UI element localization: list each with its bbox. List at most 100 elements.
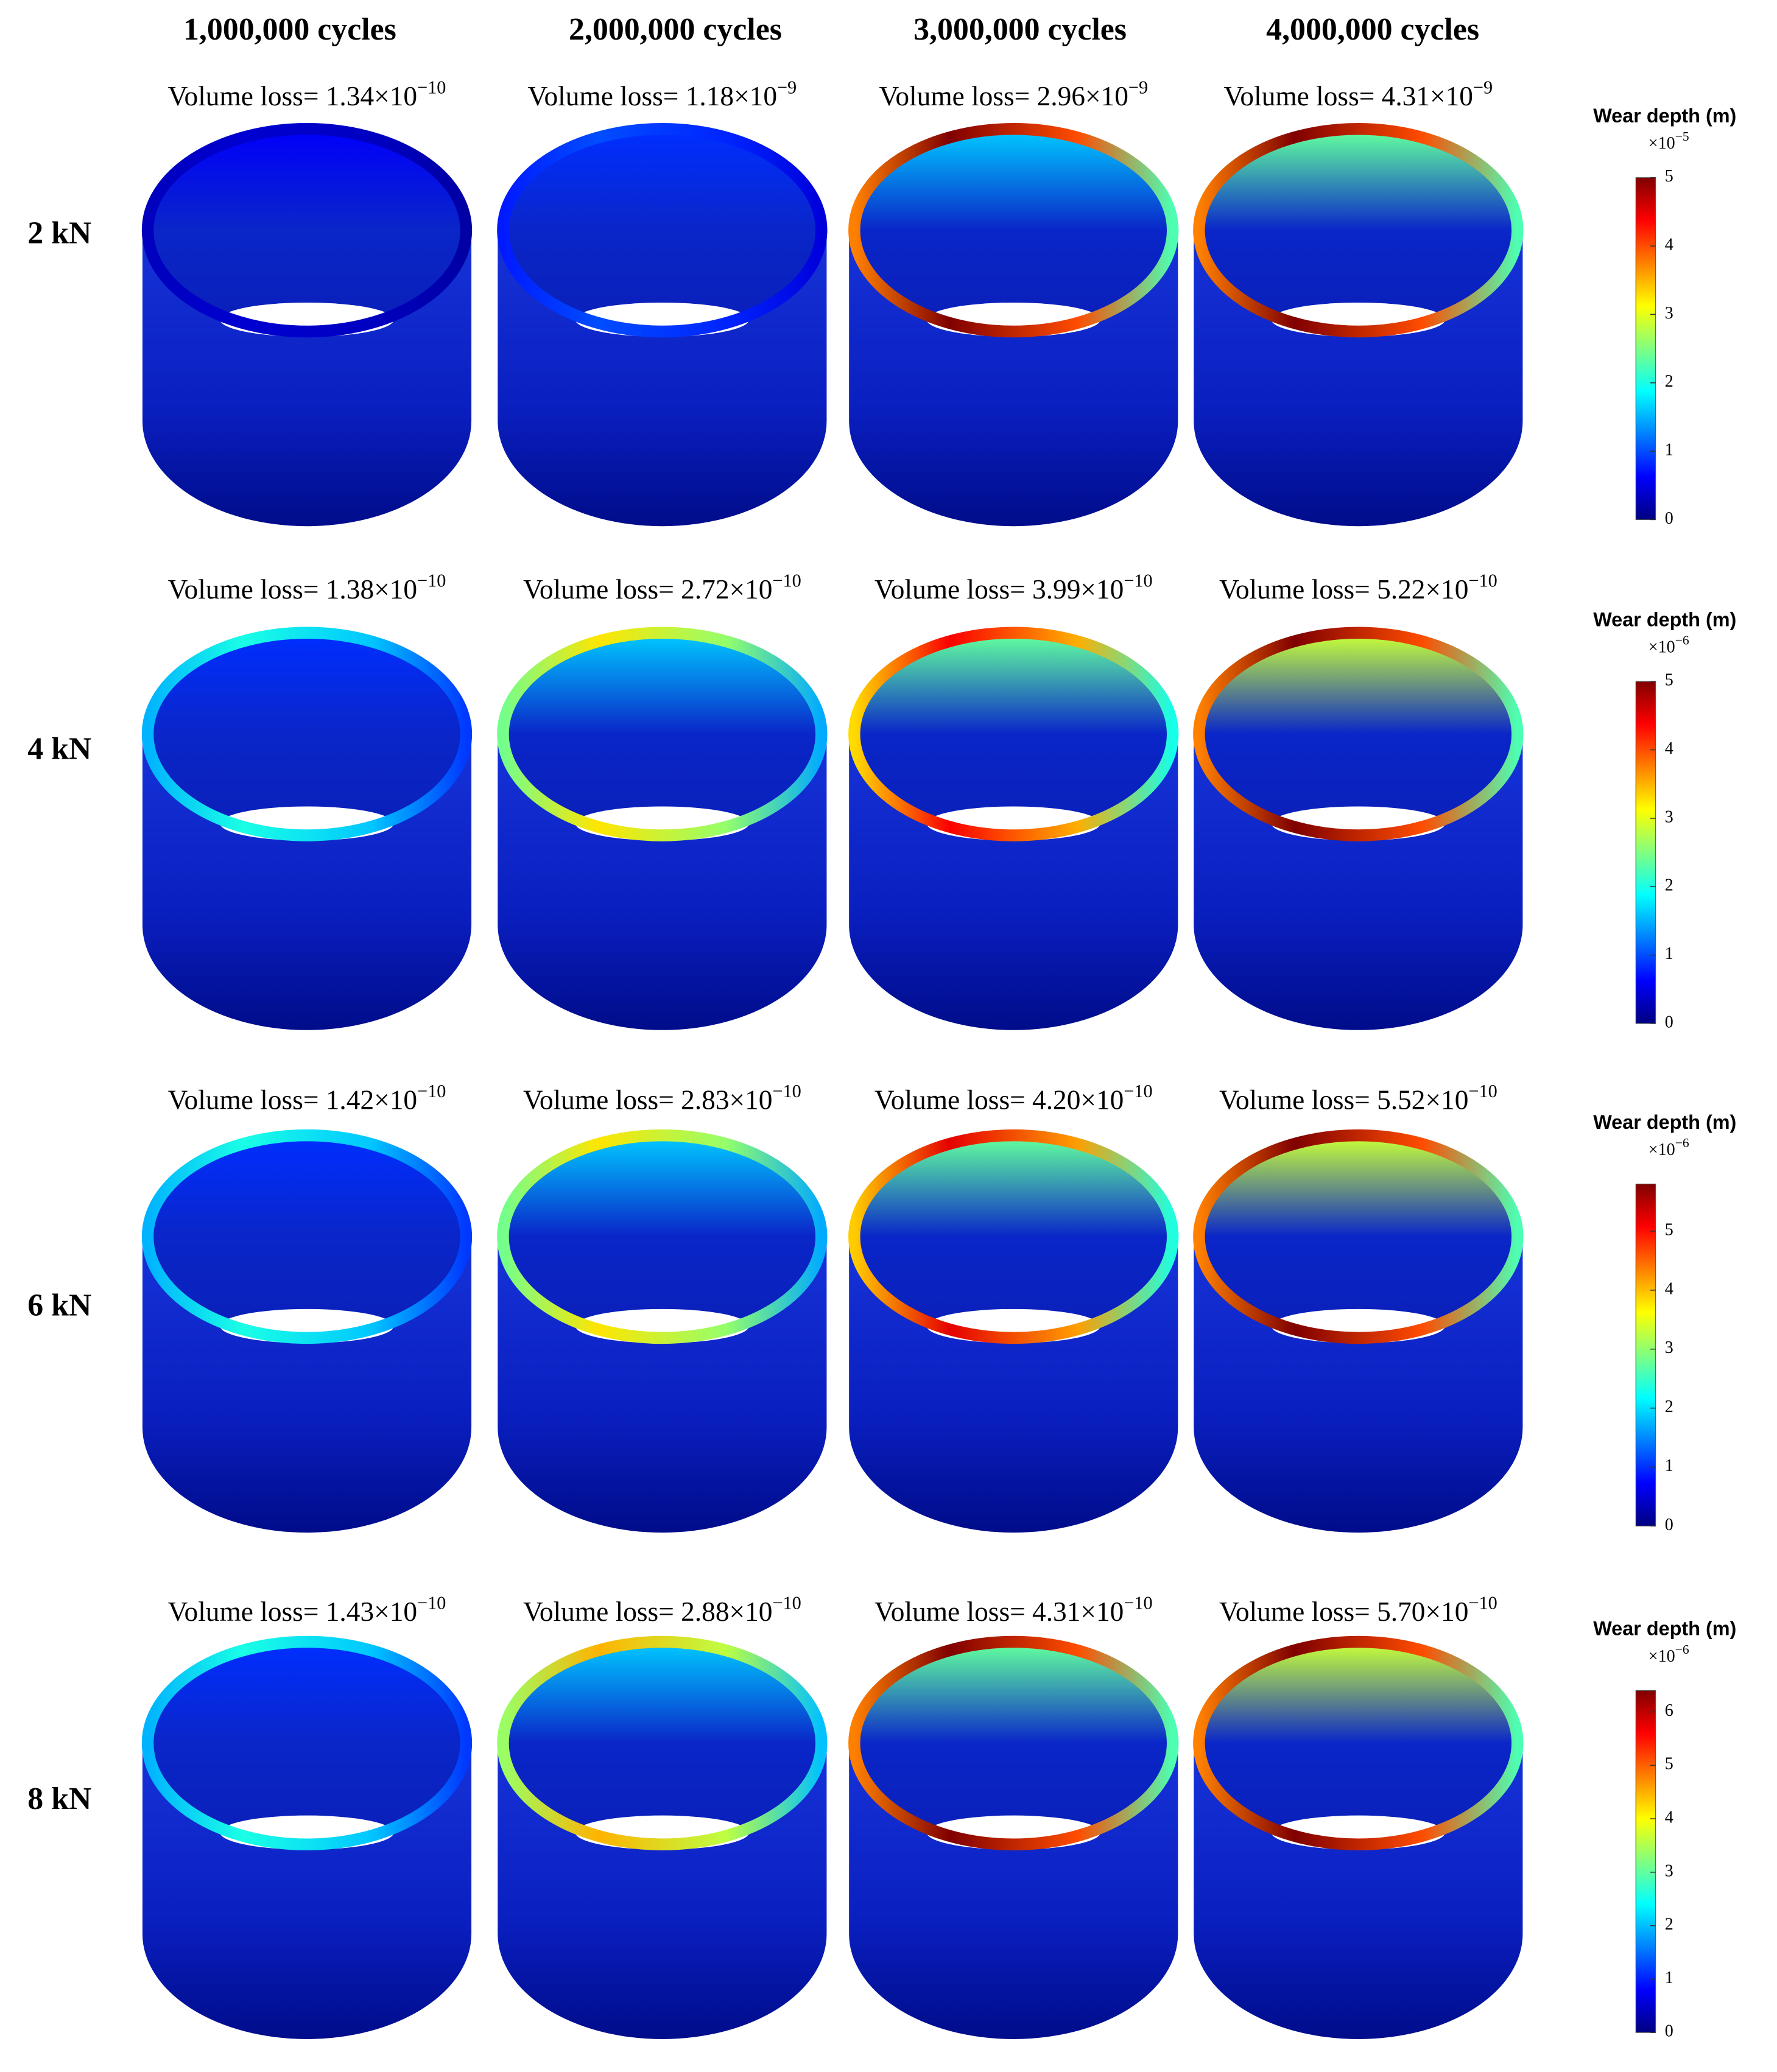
- volume-loss-label: Volume loss= 5.52×10−10: [1219, 1081, 1497, 1115]
- volume-loss-value: Volume loss= 2.96×10: [879, 81, 1128, 111]
- colorbar-tick-label: 0: [1665, 1013, 1673, 1031]
- volume-loss-value: Volume loss= 1.43×10: [168, 1596, 417, 1627]
- multiplier-exponent: −6: [1675, 1642, 1689, 1657]
- colorbar: [1635, 1690, 1656, 2033]
- volume-loss-exponent: −10: [1468, 1592, 1497, 1613]
- cylinder-interior: [505, 1137, 819, 1336]
- volume-loss-value: Volume loss= 1.38×10: [168, 574, 417, 605]
- volume-loss-value: Volume loss= 5.52×10: [1219, 1084, 1468, 1115]
- cylinder-rim: [141, 123, 473, 338]
- volume-loss-exponent: −9: [1473, 77, 1493, 97]
- colorbar-multiplier: ×10−5: [1649, 129, 1689, 153]
- multiplier-base: ×10: [1649, 134, 1675, 153]
- volume-loss-value: Volume loss= 4.20×10: [874, 1084, 1124, 1115]
- column-header: 2,000,000 cycles: [569, 12, 782, 47]
- volume-loss-value: Volume loss= 4.31×10: [1224, 81, 1473, 111]
- volume-loss-label: Volume loss= 4.20×10−10: [874, 1081, 1153, 1115]
- volume-loss-exponent: −10: [1124, 1592, 1152, 1613]
- colorbar-tick-label: 2: [1665, 876, 1673, 895]
- multiplier-exponent: −6: [1675, 633, 1689, 648]
- volume-loss-label: Volume loss= 2.96×10−9: [879, 77, 1148, 111]
- colorbar-title: Wear depth (m): [1593, 105, 1736, 127]
- volume-loss-exponent: −9: [1128, 77, 1148, 97]
- cylinder-interior: [1202, 1137, 1515, 1336]
- colorbar-multiplier: ×10−6: [1649, 1642, 1689, 1666]
- volume-loss-label: Volume loss= 1.34×10−10: [168, 77, 446, 111]
- cylinder-rim: [1193, 1635, 1524, 1850]
- cylinder-rim: [497, 627, 828, 841]
- colorbar-tick-label: 1: [1665, 441, 1673, 460]
- cylinder-interior: [1202, 635, 1515, 833]
- volume-loss-value: Volume loss= 2.72×10: [523, 574, 772, 605]
- colorbar-tick-label: 4: [1665, 235, 1673, 254]
- volume-loss-exponent: −10: [417, 1592, 446, 1613]
- cylinder-rim: [141, 1129, 473, 1344]
- volume-loss-label: Volume loss= 2.83×10−10: [523, 1081, 801, 1115]
- colorbar-tick-label: 0: [1665, 1515, 1673, 1534]
- colorbar: [1635, 681, 1656, 1024]
- volume-loss-label: Volume loss= 4.31×10−9: [1224, 77, 1493, 111]
- colorbar-tick-label: 5: [1665, 671, 1673, 690]
- column-header: 3,000,000 cycles: [913, 12, 1127, 47]
- volume-loss-label: Volume loss= 5.70×10−10: [1219, 1592, 1497, 1626]
- volume-loss-exponent: −10: [772, 1592, 801, 1613]
- cylinder-interior: [150, 1644, 464, 1842]
- cylinder-interior: [150, 635, 464, 833]
- cylinder-rim: [1193, 627, 1524, 841]
- colorbar-tick-label: 1: [1665, 944, 1673, 963]
- colorbar-multiplier: ×10−6: [1649, 633, 1689, 657]
- colorbar-tick-label: 0: [1665, 509, 1673, 528]
- cylinder-interior: [857, 132, 1170, 329]
- cylinder-rim: [1193, 1129, 1524, 1344]
- colorbar-tick-label: 1: [1665, 1456, 1673, 1475]
- cylinder-interior: [150, 132, 464, 329]
- colorbar-tick-label: 3: [1665, 1338, 1673, 1357]
- colorbar-title: Wear depth (m): [1593, 1618, 1736, 1640]
- colorbar-tick-label: 3: [1665, 807, 1673, 826]
- colorbar-tick-label: 4: [1665, 1808, 1673, 1827]
- cylinder-rim: [848, 123, 1179, 338]
- multiplier-base: ×10: [1649, 638, 1675, 657]
- colorbar-tick-label: 5: [1665, 1755, 1673, 1774]
- volume-loss-value: Volume loss= 1.34×10: [168, 81, 417, 111]
- volume-loss-value: Volume loss= 1.18×10: [528, 81, 777, 111]
- colorbar-title: Wear depth (m): [1593, 608, 1736, 630]
- colorbar-tick-label: 2: [1665, 372, 1673, 391]
- volume-loss-exponent: −9: [777, 77, 797, 97]
- volume-loss-exponent: −10: [1124, 571, 1152, 591]
- colorbar-tick-label: 5: [1665, 167, 1673, 186]
- volume-loss-exponent: −10: [772, 1081, 801, 1101]
- column-header: 1,000,000 cycles: [183, 12, 396, 47]
- cylinder-interior: [857, 635, 1170, 833]
- volume-loss-value: Volume loss= 1.42×10: [168, 1084, 417, 1115]
- cylinder-rim: [141, 1635, 473, 1850]
- cylinder-rim: [497, 1129, 828, 1344]
- volume-loss-label: Volume loss= 1.18×10−9: [528, 77, 797, 111]
- colorbar-tick-label: 3: [1665, 304, 1673, 323]
- colorbar-title: Wear depth (m): [1593, 1111, 1736, 1133]
- cylinder-interior: [1202, 1644, 1515, 1842]
- cylinder-rim: [497, 123, 828, 338]
- multiplier-exponent: −5: [1675, 129, 1689, 144]
- cylinder-rim: [141, 627, 473, 841]
- volume-loss-label: Volume loss= 1.43×10−10: [168, 1592, 446, 1626]
- cylinder-rim: [848, 1129, 1179, 1344]
- volume-loss-value: Volume loss= 5.22×10: [1219, 574, 1468, 605]
- volume-loss-value: Volume loss= 4.31×10: [874, 1596, 1124, 1627]
- cylinder-interior: [150, 1137, 464, 1336]
- colorbar-multiplier: ×10−6: [1649, 1136, 1689, 1159]
- cylinder-interior: [1202, 132, 1515, 329]
- cylinder-interior: [505, 132, 819, 329]
- row-label: 8 kN: [27, 1782, 91, 1816]
- cylinder-rim: [848, 1635, 1179, 1850]
- colorbar-tick-label: 4: [1665, 739, 1673, 758]
- volume-loss-exponent: −10: [417, 1081, 446, 1101]
- colorbar: [1635, 177, 1656, 520]
- volume-loss-label: Volume loss= 1.42×10−10: [168, 1081, 446, 1115]
- colorbar-tick-label: 3: [1665, 1861, 1673, 1880]
- row-label: 4 kN: [27, 732, 91, 767]
- cylinder-interior: [505, 635, 819, 833]
- cylinder-rim: [497, 1635, 828, 1850]
- colorbar-tick-label: 2: [1665, 1397, 1673, 1416]
